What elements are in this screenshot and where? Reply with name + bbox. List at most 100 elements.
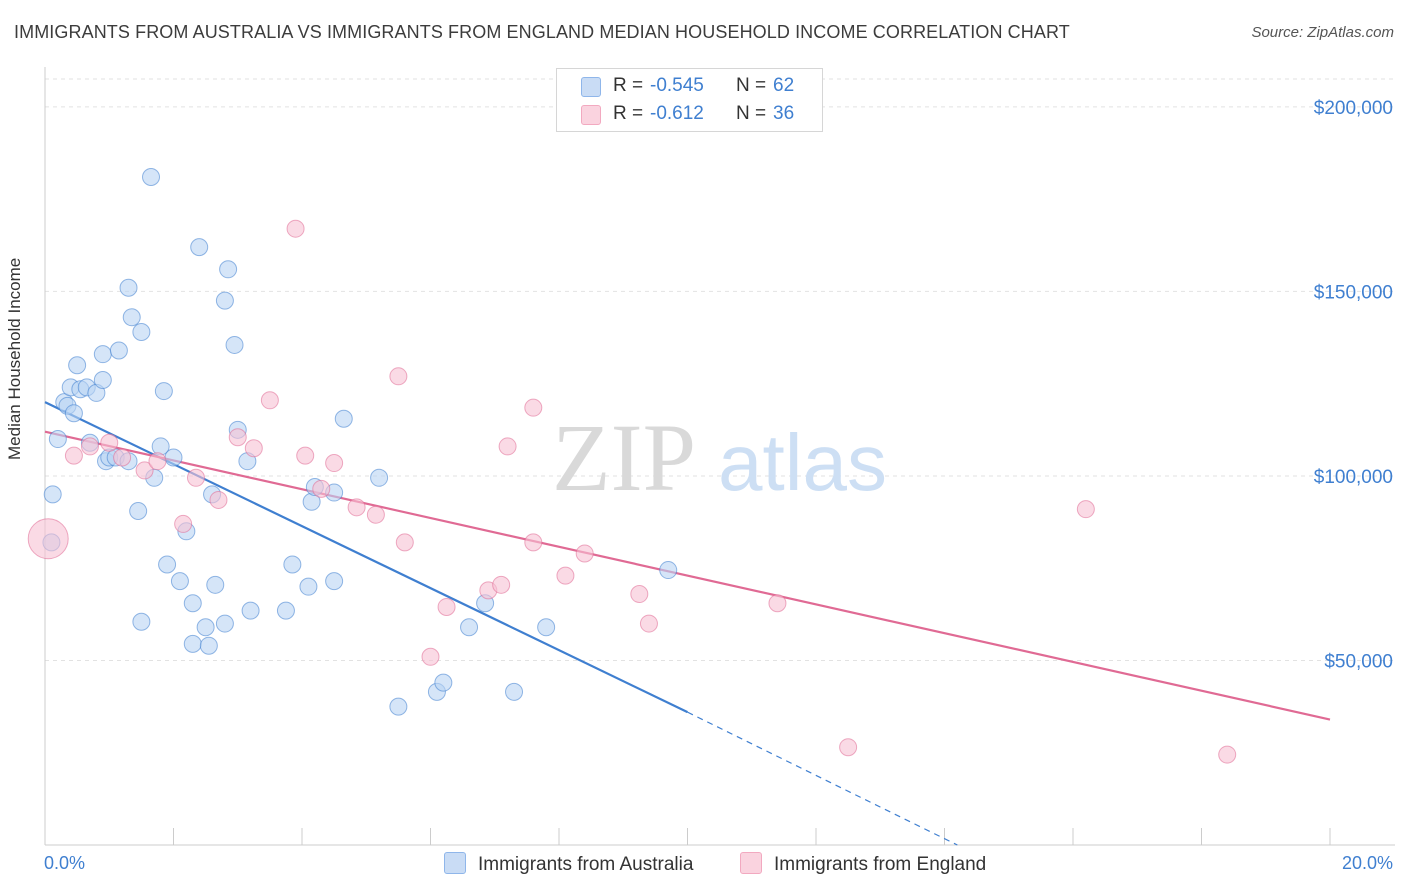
source-credit: Source: ZipAtlas.com: [1251, 24, 1394, 41]
data-point: [170, 572, 189, 591]
chart-title: IMMIGRANTS FROM AUSTRALIA VS IMMIGRANTS …: [14, 22, 1070, 42]
series-england: [27, 219, 1237, 764]
data-point: [659, 561, 678, 580]
y-tick-label: $100,000: [1314, 467, 1393, 488]
data-point: [437, 597, 456, 616]
data-point: [334, 409, 353, 428]
data-point: [768, 594, 787, 613]
legend-n-value: 62: [773, 75, 795, 96]
data-point: [537, 618, 556, 637]
x-tick-label: 20.0%: [1342, 853, 1393, 873]
data-point: [132, 323, 151, 342]
data-point: [135, 461, 154, 480]
data-point: [276, 601, 295, 620]
legend-swatch-england: [740, 852, 762, 874]
data-point: [154, 382, 173, 401]
data-point: [64, 404, 83, 423]
data-point: [299, 577, 318, 596]
data-point: [27, 518, 69, 560]
data-point: [639, 614, 658, 633]
data-point: [630, 585, 649, 604]
data-point: [142, 168, 161, 187]
data-point: [325, 572, 344, 591]
trend-line-australia: [44, 401, 688, 714]
correlation-legend: R = -0.545 N = 62 R = -0.612 N = 36: [556, 68, 823, 132]
data-point: [119, 278, 138, 297]
data-points: [27, 168, 1237, 764]
data-point: [244, 439, 263, 458]
y-axis-label: Median Household Income: [5, 257, 24, 460]
data-point: [148, 452, 167, 471]
data-point: [283, 555, 302, 574]
data-point: [186, 468, 205, 487]
data-point: [48, 430, 67, 449]
data-point: [190, 238, 209, 257]
data-point: [366, 505, 385, 524]
legend-r-value: -0.545: [650, 75, 704, 96]
watermark: ZIP atlas: [552, 404, 887, 511]
data-point: [215, 291, 234, 310]
legend-swatch-england: [581, 105, 601, 125]
data-point: [460, 618, 479, 637]
data-point: [174, 514, 193, 533]
data-point: [286, 219, 305, 238]
legend-r-value: -0.612: [650, 103, 704, 124]
data-point: [206, 575, 225, 594]
data-point: [839, 738, 858, 757]
data-point: [505, 682, 524, 701]
data-point: [225, 335, 244, 354]
y-tick-label: $50,000: [1324, 651, 1393, 672]
data-point: [260, 391, 279, 410]
data-point: [199, 636, 218, 655]
y-tick-label: $150,000: [1314, 282, 1393, 303]
legend-n-label: N =: [736, 103, 767, 124]
data-point: [43, 485, 62, 504]
watermark-atlas: atlas: [718, 418, 887, 507]
data-point: [113, 448, 132, 467]
data-point: [498, 437, 517, 456]
data-point: [434, 673, 453, 692]
legend-r-label: R =: [613, 103, 644, 124]
legend-n-label: N =: [736, 75, 767, 96]
data-point: [100, 433, 119, 452]
legend-n-value: 36: [773, 103, 795, 124]
legend-r-label: R =: [613, 75, 644, 96]
data-point: [215, 614, 234, 633]
data-point: [209, 490, 228, 509]
data-point: [524, 533, 543, 552]
y-tick-label: $200,000: [1314, 98, 1393, 119]
data-point: [389, 697, 408, 716]
data-point: [421, 647, 440, 666]
legend-item-australia: Immigrants from Australia: [444, 852, 693, 876]
data-point: [93, 371, 112, 389]
trend-lines: [44, 401, 1331, 846]
legend-swatch-australia: [444, 852, 466, 874]
data-point: [296, 446, 315, 465]
legend-label-england: Immigrants from England: [774, 854, 987, 875]
legend-label-australia: Immigrants from Australia: [478, 854, 694, 875]
data-point: [109, 341, 128, 360]
data-point: [347, 498, 366, 517]
data-point: [1218, 745, 1237, 764]
data-point: [1076, 500, 1095, 519]
data-point: [93, 345, 112, 364]
data-point: [395, 533, 414, 552]
legend-item-england: Immigrants from England: [740, 852, 986, 876]
data-point: [241, 601, 260, 620]
data-point: [68, 356, 87, 375]
data-point: [325, 454, 344, 473]
trend-line-extension-australia: [687, 711, 958, 846]
data-point: [524, 398, 543, 417]
data-point: [492, 575, 511, 594]
x-tick-label: 0.0%: [44, 853, 85, 873]
data-point: [556, 566, 575, 585]
data-point: [228, 428, 247, 447]
data-point: [370, 468, 389, 487]
gridlines: [45, 78, 1395, 661]
data-point: [389, 367, 408, 386]
data-point: [183, 634, 202, 653]
data-point: [158, 555, 177, 574]
data-point: [312, 479, 331, 498]
data-point: [575, 544, 594, 563]
